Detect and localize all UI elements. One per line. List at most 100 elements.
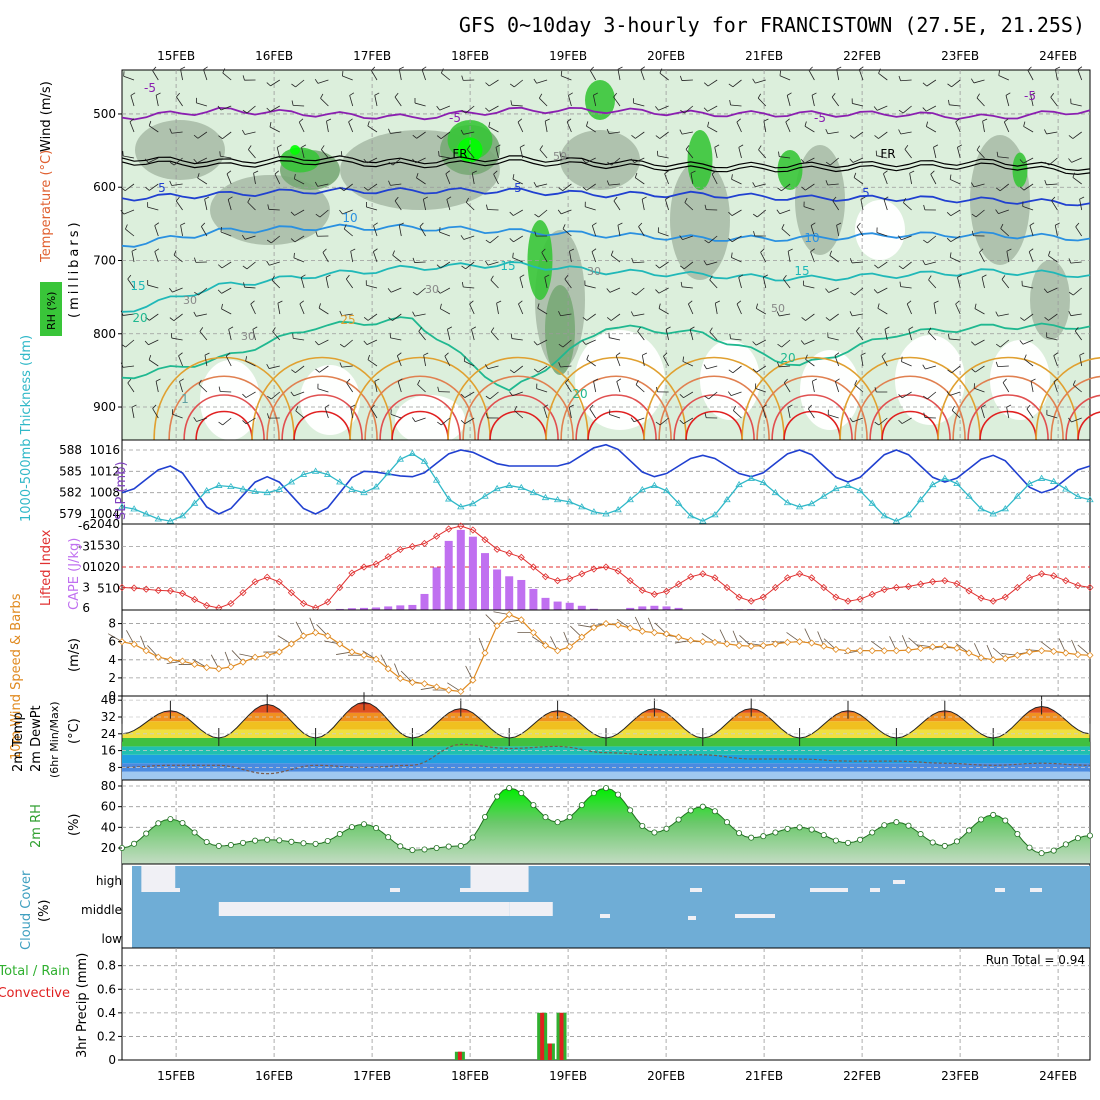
rh-marker xyxy=(336,831,343,838)
wind-barb-flag xyxy=(582,186,587,191)
wind-speed-marker xyxy=(771,640,779,648)
wind-barb-flag xyxy=(874,387,877,393)
top-date-label: 20FEB xyxy=(647,49,685,63)
wind-barb xyxy=(709,279,718,289)
wind-barb xyxy=(762,407,767,419)
wind-barb xyxy=(927,235,937,244)
cape-bar xyxy=(384,606,393,610)
cape-bar xyxy=(335,608,344,610)
rh-marker xyxy=(239,839,246,846)
wind-barb-flag xyxy=(253,170,259,174)
cape-bar xyxy=(674,607,683,610)
wind-barb xyxy=(852,417,864,423)
wind-barb-flag xyxy=(859,66,864,70)
cloud-level-high: high xyxy=(96,874,122,888)
isotherm-annotation: -5 xyxy=(144,81,156,95)
wind-barb-flag xyxy=(471,326,477,330)
wind-barb-flag xyxy=(640,66,646,70)
wind-barb xyxy=(544,277,548,289)
wind-speed-marker xyxy=(396,674,404,683)
wind-barb xyxy=(779,365,791,368)
wind-barb-flag xyxy=(412,417,416,422)
wind-barb xyxy=(634,157,645,164)
wind-barb xyxy=(1072,177,1082,185)
lifted-index-marker xyxy=(941,577,949,585)
wind-barb xyxy=(536,183,548,187)
wind-barb xyxy=(295,365,305,374)
wind-barb xyxy=(957,147,961,159)
wind-barb xyxy=(220,231,232,237)
wind-barb xyxy=(562,228,572,237)
wind-barb xyxy=(226,173,232,185)
wind-barb-flag xyxy=(325,274,331,278)
wind-barb xyxy=(220,155,232,159)
wind-barb-flag xyxy=(242,109,248,114)
wind-barb xyxy=(884,329,888,341)
wind-barb xyxy=(658,231,669,237)
wind-barb-flag xyxy=(267,204,270,210)
wind-barb xyxy=(367,359,378,367)
rh-blob xyxy=(560,130,640,190)
wind-barb-flag xyxy=(293,252,295,258)
wind-barb-flag xyxy=(630,158,635,163)
tick-label: 500 xyxy=(93,107,116,121)
wind-speed-marker xyxy=(408,678,416,686)
wind-barb-flag xyxy=(1030,378,1036,382)
wind-barb-flag xyxy=(394,92,399,98)
wind-barb xyxy=(684,105,694,114)
wind-barb xyxy=(635,177,645,185)
wind-barb xyxy=(707,79,718,87)
wind-barb xyxy=(350,251,354,263)
isotherm-annotation: 10 xyxy=(342,211,357,225)
warm-isotherm xyxy=(952,375,1064,441)
wind-barb-flag xyxy=(245,356,247,362)
wind-barb xyxy=(926,126,937,133)
wind-barb-flag xyxy=(371,66,376,71)
wind-barb xyxy=(294,235,305,243)
wind-barb xyxy=(415,417,426,422)
wind-barb-flag xyxy=(1029,222,1035,226)
wind-barb-flag xyxy=(1000,223,1004,229)
wind-barb xyxy=(755,388,766,393)
wind-barb xyxy=(635,131,645,139)
wind-barb xyxy=(149,313,159,321)
cloud-level-middle: middle xyxy=(81,903,122,917)
wind-barb xyxy=(706,261,718,266)
wind-barb xyxy=(565,382,572,393)
wind-barb xyxy=(487,209,499,211)
cape-bar xyxy=(432,567,441,610)
wind-barb xyxy=(611,157,621,166)
warm-isotherm xyxy=(477,394,559,441)
wind-barb xyxy=(610,313,621,321)
wind-barb-flag xyxy=(560,70,563,76)
thickness-marker xyxy=(977,505,985,512)
wind-barb-flag xyxy=(787,404,793,408)
wind-barb xyxy=(464,417,475,425)
wind-speed-marker xyxy=(808,639,816,647)
wind-barb-flag xyxy=(704,412,707,418)
wind-barb xyxy=(1046,183,1058,186)
rh-marker xyxy=(881,822,888,829)
wind-barb xyxy=(925,365,937,370)
wind-barb-flag xyxy=(247,197,251,203)
lifted-index-marker xyxy=(904,582,913,591)
thickness-marker xyxy=(662,486,671,494)
wind-speed-marker xyxy=(312,629,320,637)
wind-barb-flag xyxy=(419,222,424,227)
wind-barb xyxy=(811,95,815,107)
wind-barb-flag xyxy=(933,300,939,304)
warm-isotherm xyxy=(1077,411,1100,441)
wind-barb-flag xyxy=(655,421,661,426)
wind-barb-flag xyxy=(760,248,765,253)
wind-barb xyxy=(999,183,1010,192)
wind-barb xyxy=(609,183,621,186)
wind-barb-flag xyxy=(679,419,684,424)
wind-barb-flag xyxy=(399,222,404,226)
wind-barb xyxy=(422,199,426,211)
wind-barb xyxy=(544,121,548,133)
wind-speed-marker xyxy=(227,663,235,671)
wind-barb xyxy=(537,365,548,373)
wind-barb xyxy=(901,361,912,367)
top-date-label: 18FEB xyxy=(451,49,489,63)
thickness-marker xyxy=(360,488,368,496)
